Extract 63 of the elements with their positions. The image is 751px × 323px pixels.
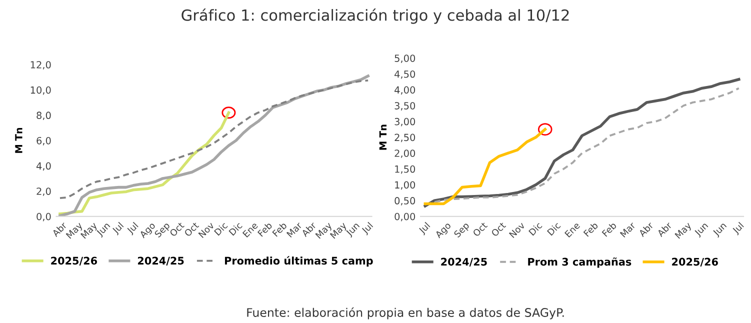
y-axis-title: M Tn [15,128,22,153]
x-tick-label: Feb [602,222,617,237]
x-tick-label: Oct [169,222,185,237]
source-note: Fuente: elaboración propia en base a datos de SAGyP. [247,307,564,320]
y-tick-label: 4,50 [394,70,416,79]
x-tick-label: Jul [732,222,746,236]
x-tick-label: Jun [345,222,361,238]
x-tick-label: Nov [508,222,526,238]
y-tick-label: 4,0 [36,162,51,171]
x-tick-label: Jun [694,222,710,238]
legend-label: 2024/25 [441,258,487,267]
x-tick-label: Abr [300,221,317,238]
x-tick-label: Ago [434,222,453,240]
y-tick-label: 4,00 [394,86,416,95]
x-tick-label: Jun [96,222,112,238]
y-tick-label: 6,0 [36,136,51,146]
x-tick-label: Jul [111,222,125,236]
x-tick-label: Abr [656,221,672,238]
x-tick-label: Feb [272,222,288,237]
y-tick-label: 3,00 [394,118,416,126]
legend-label: Prom 3 campañas [528,257,632,268]
legend-label: 2025/26 [672,258,718,267]
y-tick-label: 2,00 [394,150,416,158]
x-tick-label: Oct [490,222,506,237]
x-tick-label: Dic [546,222,561,236]
chart-title: Gráfico 1: comercialización trigo y cebada al 10/12 [182,8,569,24]
y-tick-label: 2,0 [36,188,51,196]
x-tick-label: Nov [198,222,215,238]
y-tick-label: 0,50 [394,197,416,206]
line-series [59,79,370,200]
x-tick-label: Jul [360,222,374,236]
x-tick-label: Oct [184,222,200,237]
x-tick-label: Dic [214,222,228,236]
legend-label: 2024/25 [138,256,184,266]
y-tick-label: 0,0 [36,212,51,222]
x-tick-label: Sep [454,222,471,240]
y-tick-label: 1,50 [395,165,416,174]
x-tick-label: Oct [472,222,488,237]
legend-label: Promedio últimas 5 camp [224,256,373,267]
x-tick-label: Abr [51,221,68,238]
y-tick-label: 10,0 [30,86,51,95]
legend-label: 2025/26 [51,256,98,266]
x-tick-label: Jul [126,222,140,236]
x-tick-label: Feb [257,222,273,237]
y-tick-label: 12,0 [30,61,51,70]
y-tick-label: 1,00 [395,181,416,190]
y-tick-label: 5,00 [394,54,416,63]
x-tick-label: Ene [242,222,258,238]
x-tick-label: Mar [286,221,303,238]
x-tick-label: Dic [228,222,243,236]
x-tick-label: Abr [638,221,654,238]
y-tick-label: 3,50 [394,102,416,110]
x-tick-label: Jun [712,222,728,238]
x-tick-label: Ene [564,222,580,238]
y-axis-title: M Tn [379,124,386,150]
x-tick-label: Jul [418,222,432,236]
x-tick-label: Sep [154,222,172,240]
x-tick-label: Mar [620,221,636,238]
x-tick-label: Dic [528,222,542,236]
x-tick-label: Feb [583,222,598,237]
y-tick-label: 2,50 [394,134,416,142]
y-tick-label: 8,0 [36,112,51,120]
y-tick-label: 0,00 [394,212,416,222]
